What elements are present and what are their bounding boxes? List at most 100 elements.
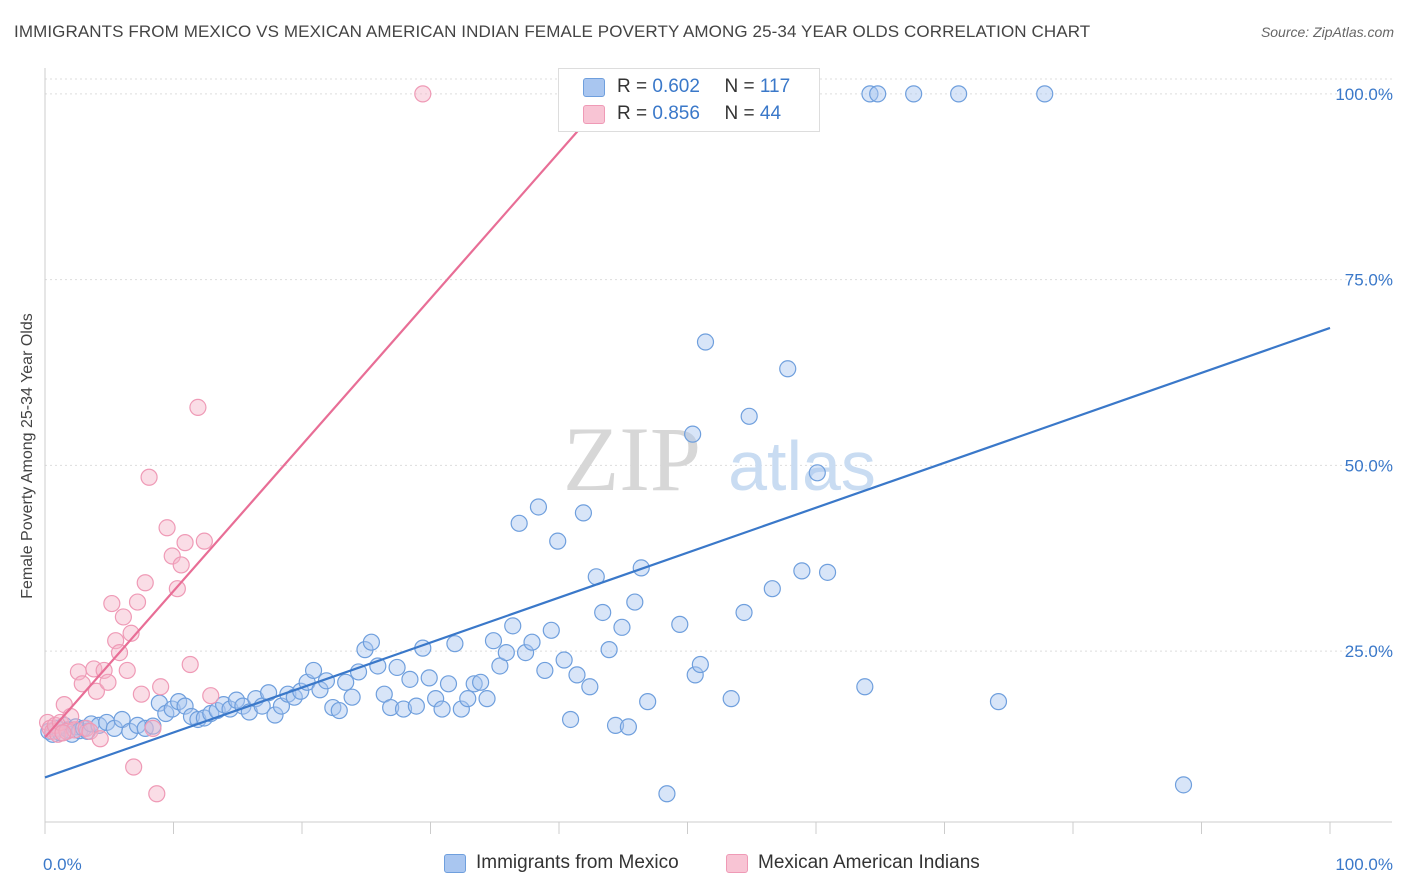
data-point [574,504,593,522]
data-point [504,617,522,635]
y-tick-label: 100.0% [1335,85,1393,104]
trend-line [44,93,612,739]
data-point [227,691,246,709]
data-point [808,464,826,482]
data-point [266,706,284,724]
data-point [427,690,445,708]
legend-swatch-blue [444,854,466,873]
x-tick-label: 0.0% [43,855,82,874]
grid-lines [45,78,1392,652]
data-point [1174,776,1193,794]
bottom-legend-indians: Mexican American Indians [726,852,980,874]
data-point [542,621,560,639]
data-point [148,785,166,803]
data-point [439,675,458,693]
data-point [125,758,143,776]
data-point [510,514,528,532]
data-point [869,85,887,103]
trend-line [44,326,1331,779]
watermark: ZIP atlas [563,408,876,510]
data-point [394,700,413,718]
data-point [905,85,923,103]
data-point [330,701,348,720]
data-point [779,360,797,378]
watermark-atlas: atlas [728,427,876,505]
data-point [696,333,715,351]
legend-n-label: N = [724,76,755,97]
data-point [684,425,702,443]
data-point [158,519,176,537]
data-point [516,643,535,662]
axes [44,68,1392,834]
data-point [349,663,368,681]
legend-r-value: 0.602 [652,76,700,97]
data-point [478,690,496,708]
data-point [740,407,758,425]
data-point [626,593,644,611]
legend-n-value: 117 [759,76,791,97]
data-point [568,666,586,684]
legend-r-value: 0.856 [652,103,700,124]
data-point [99,673,117,691]
data-point [600,641,618,659]
data-point [362,633,380,651]
data-point [144,719,162,737]
data-point [658,785,676,803]
data-point [140,468,158,486]
data-point [401,670,419,688]
data-point [561,710,580,729]
data-point [523,633,541,651]
y-tick-label: 75.0% [1345,271,1393,290]
data-point [54,724,72,742]
data-point [388,658,406,677]
data-point [152,678,170,696]
data-point [459,690,477,708]
data-point [497,643,515,662]
data-point [87,682,106,700]
data-point [113,710,131,729]
data-point [691,655,709,674]
data-point [343,688,361,706]
data-point [420,669,438,687]
legend-n-label: N = [724,103,755,124]
data-point [414,85,432,103]
data-point [619,718,637,736]
legend-label: Immigrants from Mexico [476,852,679,873]
y-axis-label: Female Poverty Among 25-34 Year Olds [19,313,36,599]
legend-row-blue: R = 0.602 N = 117 [617,76,790,98]
data-point [91,730,109,748]
data-point [103,594,121,613]
chart-title: IMMIGRANTS FROM MEXICO VS MEXICAN AMERIC… [14,22,1091,41]
data-point [529,498,548,516]
legend-r-label: R = [617,103,648,124]
data-point [176,534,194,552]
data-point [136,574,154,592]
data-point [472,673,490,691]
data-point [446,635,464,653]
data-point [208,701,226,720]
data-point [73,675,91,693]
data-point [114,608,132,626]
data-point [686,666,704,684]
data-point [722,690,740,708]
data-point [407,697,425,715]
data-point [818,563,837,581]
legend-n-value: 44 [759,103,782,124]
data-point [536,661,554,680]
data-point [189,398,207,417]
bottom-legend-immigrants: Immigrants from Mexico [444,852,679,874]
data-point [989,693,1008,711]
data-point [606,716,625,735]
data-point [613,618,631,636]
data-point [181,655,199,674]
data-point [950,85,968,103]
data-point [172,556,190,574]
data-point [671,615,689,633]
data-point [304,661,323,680]
data-point [735,603,753,622]
data-point [594,603,612,622]
data-point [122,624,140,642]
data-point [202,687,220,705]
legend-r-label: R = [617,76,648,97]
